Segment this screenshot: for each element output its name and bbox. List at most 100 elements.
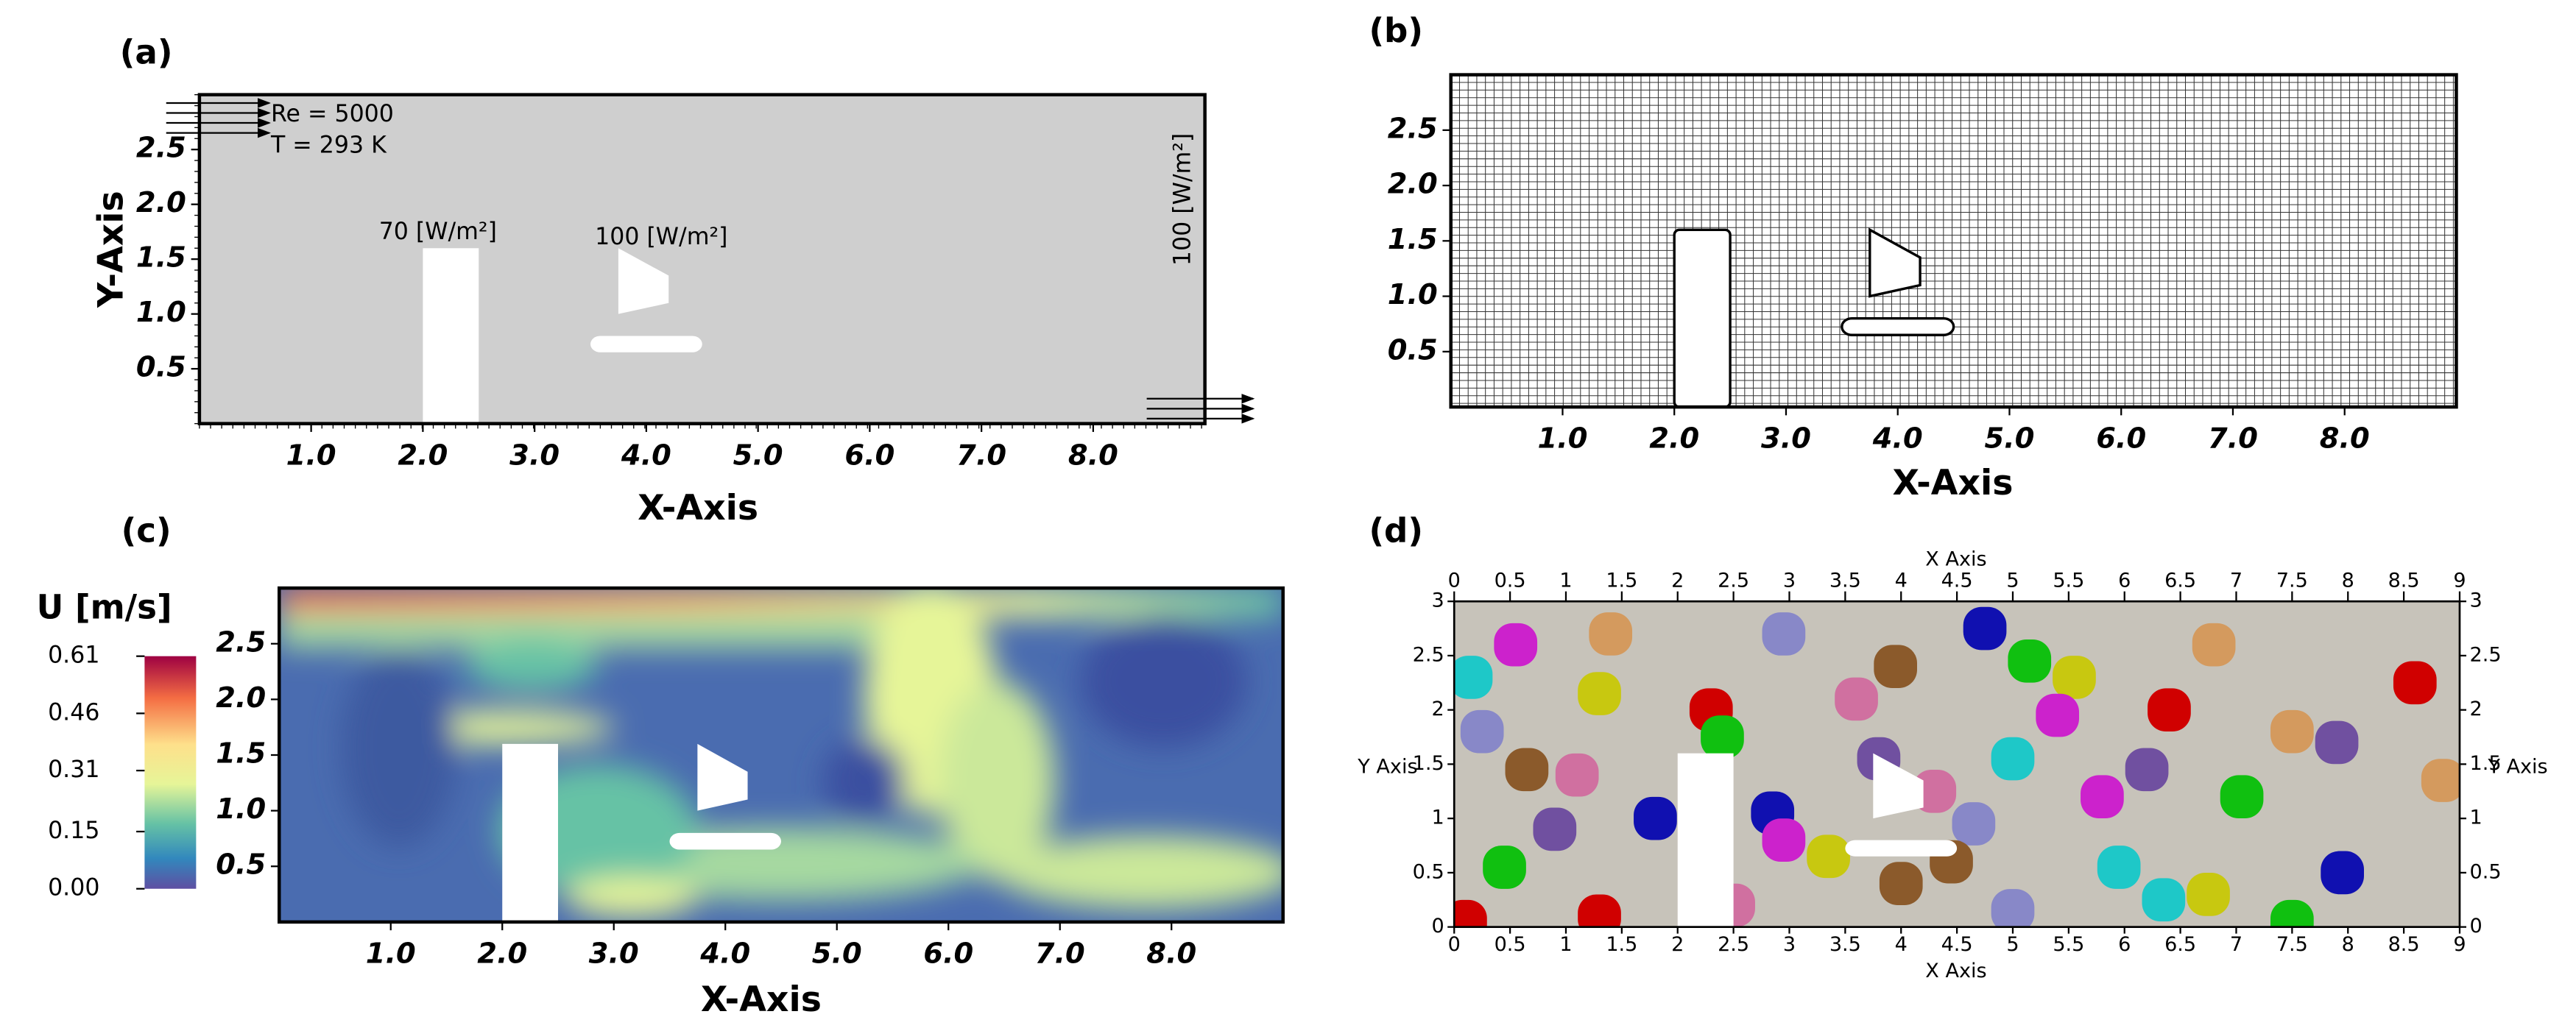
x-tick-label: 1: [1559, 570, 1572, 592]
x-tick-label: 3.0: [589, 938, 639, 971]
particle: [1505, 748, 1549, 792]
y-axis-label: Y Axis: [1357, 755, 1417, 778]
y-tick-label: 0.5: [136, 351, 186, 384]
particle: [2270, 709, 2314, 754]
colorbar-tick-label: 0.61: [48, 642, 99, 669]
x-tick-label: 5: [2006, 570, 2019, 592]
particle: [2220, 775, 2264, 819]
x-tick-label: 8.5: [2388, 933, 2420, 956]
x-tick-label: 0: [1448, 933, 1461, 956]
particle: [1578, 894, 1621, 927]
panel-label: (a): [120, 32, 173, 71]
particle: [2393, 661, 2437, 705]
field-band: [279, 611, 978, 648]
colorbar-tick-label: 0.46: [48, 699, 99, 726]
y-tick-label: 0: [2470, 915, 2483, 938]
annotation: Re = 5000: [271, 101, 394, 127]
y-tick-label: 0.5: [1388, 333, 1438, 366]
x-tick-label: 6.5: [2164, 933, 2196, 956]
particle: [1494, 623, 1538, 667]
x-tick-label: 2.0: [1649, 422, 1699, 456]
particle: [1879, 862, 1923, 905]
x-tick-label: 4.5: [1941, 570, 1973, 592]
x-tick-label: 2: [1671, 933, 1684, 956]
x-tick-label: 5: [2006, 933, 2019, 956]
y-tick-label: 1: [2470, 807, 2483, 829]
particle: [1589, 612, 1633, 656]
particle: [1701, 715, 1744, 759]
x-tick-label: 8: [2342, 933, 2354, 956]
colorbar: [144, 656, 197, 889]
particle: [2142, 878, 2186, 922]
particle: [1460, 709, 1504, 754]
y-tick-label: 1.0: [216, 793, 266, 826]
x-tick-label: 8.5: [2388, 570, 2420, 592]
obstacle-trapezoid: [1873, 753, 1924, 819]
x-tick-label: 7.0: [1035, 938, 1085, 971]
particle: [1454, 899, 1487, 927]
x-tick-label: 5.0: [733, 439, 783, 472]
particle: [1555, 753, 1599, 797]
x-tick-label: 4.5: [1941, 933, 1973, 956]
obstacles: [1677, 753, 1958, 927]
x-tick-label: 3.0: [1761, 422, 1811, 456]
y-tick-label: 0: [1431, 915, 1444, 938]
x-tick-label: 3.5: [1829, 570, 1861, 592]
particle: [1483, 846, 1526, 889]
obstacle-plate: [1845, 840, 1958, 857]
x-tick-label: 7.5: [2276, 933, 2308, 956]
x-tick-label: 2: [1671, 570, 1684, 592]
x-tick-label: 4: [1895, 570, 1908, 592]
x-tick-label: 3: [1783, 933, 1796, 956]
x-tick-label: 8.0: [2320, 422, 2370, 456]
domain: [199, 94, 1205, 424]
particle: [2421, 759, 2460, 802]
y-tick-label: 0.5: [216, 848, 266, 882]
x-tick-label: 5.5: [2053, 933, 2084, 956]
y-tick-label: 2.5: [216, 626, 266, 659]
panel-label: (d): [1369, 511, 1423, 550]
x-axis-label: X Axis: [1925, 548, 1986, 570]
particle: [1991, 889, 2035, 927]
particle: [2270, 899, 2314, 927]
particles: [1454, 601, 2460, 927]
x-tick-label: 1.0: [286, 439, 336, 472]
particle: [2315, 720, 2359, 765]
y-tick-label: 1: [1431, 807, 1444, 829]
annotation: 100 [W/m²]: [1169, 133, 1196, 266]
x-tick-label: 7: [2230, 933, 2242, 956]
y-tick-label: 2.5: [1388, 112, 1438, 145]
x-axis-label: X Axis: [1925, 960, 1986, 982]
y-tick-label: 1.5: [2470, 752, 2502, 775]
y-tick-label: 2: [1431, 698, 1444, 720]
x-tick-label: 5.0: [812, 938, 862, 971]
colorbar-tick-label: 0.15: [48, 818, 99, 844]
y-tick-label: 1.0: [136, 296, 186, 329]
x-tick-label: 6.5: [2164, 570, 2196, 592]
x-tick-label: 3.0: [509, 439, 560, 472]
obstacles: [423, 248, 702, 424]
y-tick-label: 3: [2470, 589, 2483, 612]
x-tick-label: 6.0: [2096, 422, 2146, 456]
particle: [1578, 672, 1621, 715]
domain: [1450, 74, 2457, 408]
obstacle-trapezoid: [618, 248, 669, 314]
obstacle-block: [1677, 753, 1734, 927]
x-tick-label: 8.0: [1068, 439, 1118, 472]
y-tick-label: 2: [2470, 698, 2483, 720]
x-tick-label: 3.5: [1829, 933, 1861, 956]
x-tick-label: 6.0: [923, 938, 973, 971]
particle: [1952, 802, 1996, 846]
x-tick-label: 7.0: [2208, 422, 2258, 456]
x-tick-label: 4.0: [699, 938, 750, 971]
particle: [1762, 818, 1806, 862]
x-tick-label: 8.0: [1146, 938, 1196, 971]
x-tick-label: 9: [2453, 933, 2466, 956]
particle: [2125, 748, 2169, 792]
field-blob: [565, 876, 699, 918]
particle: [2036, 693, 2080, 737]
y-tick-label: 0.5: [1413, 860, 1444, 883]
field-blob: [1080, 614, 1247, 748]
particle: [1533, 807, 1577, 851]
